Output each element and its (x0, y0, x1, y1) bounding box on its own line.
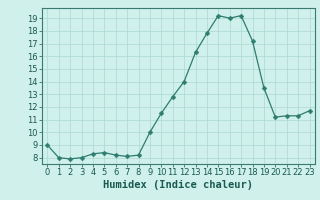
X-axis label: Humidex (Indice chaleur): Humidex (Indice chaleur) (103, 180, 253, 190)
